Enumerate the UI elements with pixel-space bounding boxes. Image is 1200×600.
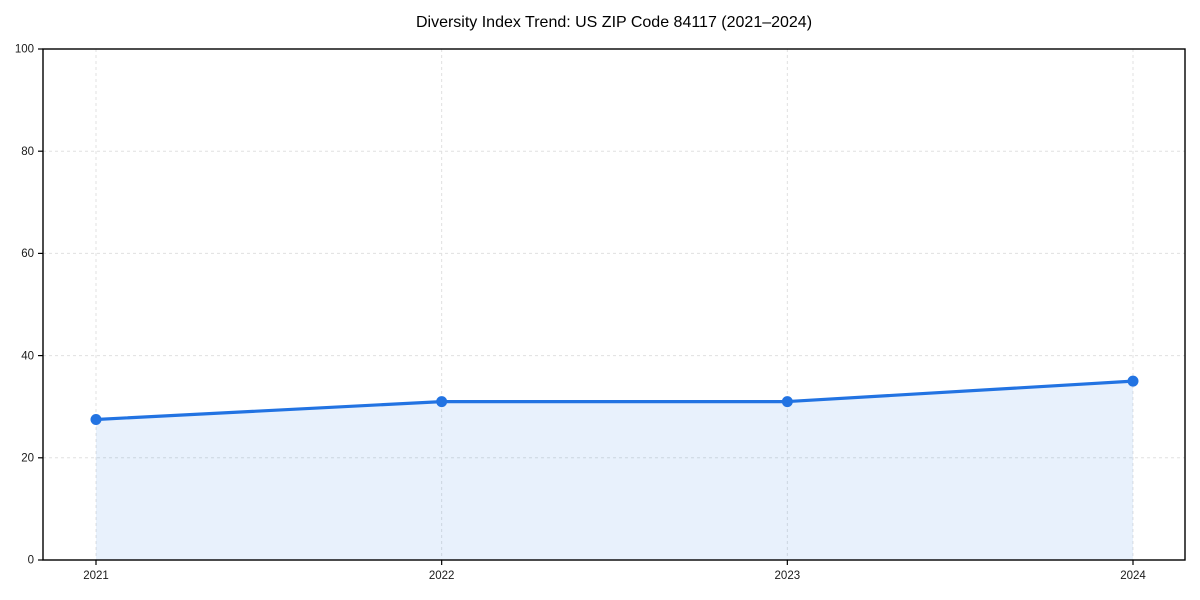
chart-title: Diversity Index Trend: US ZIP Code 84117…: [415, 14, 813, 31]
y-tick-label-20: 20: [21, 452, 34, 464]
x-tick-label-2021: 2021: [83, 570, 109, 582]
x-tick-label-2022: 2022: [429, 570, 455, 582]
y-tick-label-100: 100: [15, 44, 34, 56]
data-point-2023: [781, 396, 793, 408]
y-tick-label-0: 0: [28, 555, 34, 567]
area-fill: [96, 381, 1133, 560]
plot-border: [42, 48, 1186, 561]
x-tick-label-2024: 2024: [1120, 570, 1146, 582]
y-tick-label-80: 80: [21, 146, 34, 158]
y-tick-label-60: 60: [21, 248, 34, 260]
trend-line: [94, 379, 1135, 422]
data-point-2024: [1127, 375, 1139, 387]
data-point-2022: [436, 396, 448, 408]
x-tick-label-2023: 2023: [775, 570, 801, 582]
data-point-2021: [90, 413, 102, 425]
y-tick-label-40: 40: [21, 350, 34, 362]
